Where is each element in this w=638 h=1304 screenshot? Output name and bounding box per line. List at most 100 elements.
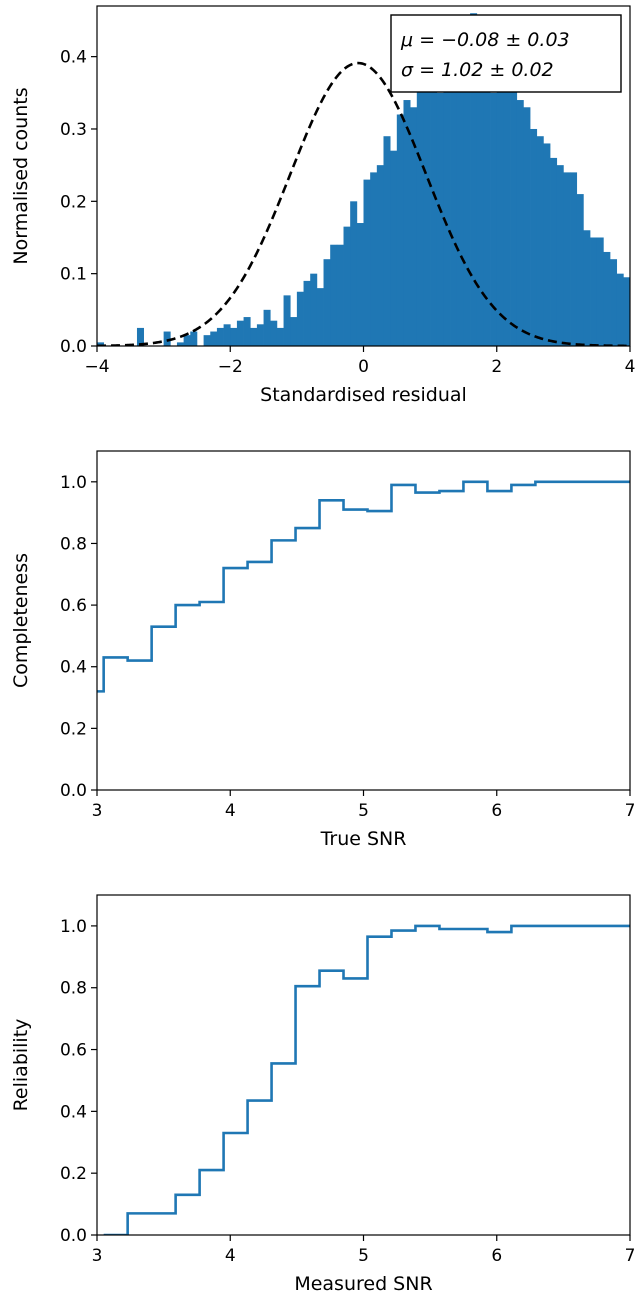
histogram-bar (630, 288, 637, 346)
histogram-bar (336, 244, 344, 346)
histogram-bar (430, 20, 438, 346)
x-tick-label: 5 (358, 1246, 369, 1266)
histogram-bar (163, 331, 171, 346)
histogram-bar (310, 273, 318, 346)
histogram-bar (230, 327, 238, 346)
x-tick-label: 0 (358, 357, 369, 377)
x-tick-label: −4 (84, 357, 109, 377)
histogram-bar (623, 277, 630, 346)
histogram-bar (390, 150, 398, 346)
histogram-bar (323, 259, 331, 346)
histogram-bar (523, 107, 531, 346)
histogram-bar (516, 100, 524, 346)
y-axis-label: Completeness (10, 553, 32, 688)
histogram-bar (236, 320, 244, 346)
x-tick-label: 3 (92, 801, 103, 821)
y-tick-label: 0.3 (60, 120, 87, 140)
x-tick-label: −2 (218, 357, 243, 377)
y-axis-label: Normalised counts (10, 87, 32, 264)
legend-text: σ = 1.02 ± 0.02 (401, 59, 554, 81)
y-tick-label: 0.8 (60, 534, 87, 554)
histogram-bar (210, 331, 218, 346)
y-tick-label: 0.8 (60, 979, 87, 999)
x-tick-label: 4 (225, 1246, 236, 1266)
histogram-bar (530, 128, 538, 346)
y-tick-label: 0.6 (60, 1041, 87, 1061)
histogram-bar (410, 107, 418, 346)
histogram-bar (563, 172, 571, 346)
histogram-bar (303, 280, 311, 346)
histogram-bar (616, 273, 624, 346)
histogram-bar (550, 157, 558, 346)
histogram-bar (370, 172, 378, 346)
histogram-bar (363, 179, 371, 346)
chart-panel-2: 3 4 5 6 7 0.0 0.2 0.4 0.6 0.8 1.0 True SNR Completen… (10, 450, 636, 850)
histogram-bar (356, 223, 364, 346)
histogram-bar (316, 288, 324, 346)
histogram-bar (536, 136, 544, 346)
chart-panel-3: 3 4 5 6 7 0.0 0.2 0.4 0.6 0.8 1.0 Measured SNR Relia… (10, 894, 635, 1295)
histogram-bar (436, 92, 444, 346)
x-tick-label: 2 (491, 357, 502, 377)
x-axis-label: Standardised residual (260, 384, 467, 406)
plot-area (97, 13, 637, 346)
x-tick-label: 4 (225, 801, 236, 821)
series-step-line (103, 924, 630, 1235)
y-tick-label: 0.2 (60, 1164, 87, 1184)
histogram-bar (396, 114, 404, 346)
histogram-bar (403, 100, 411, 346)
histogram-bar (590, 237, 598, 346)
histogram-bar (423, 85, 431, 346)
x-tick-label: 7 (625, 801, 636, 821)
y-tick-label: 0.0 (60, 1226, 87, 1246)
series-step-line (97, 480, 630, 693)
histogram-bar (97, 342, 105, 346)
histogram-bar (183, 335, 191, 346)
histogram-bar (290, 317, 298, 346)
histogram-bar (330, 244, 338, 346)
plot-area (103, 924, 630, 1235)
histogram-bar (496, 42, 504, 346)
histogram-bar (276, 327, 284, 346)
histogram-bar (223, 324, 231, 346)
histogram-bar (243, 317, 251, 346)
histogram-bar (176, 342, 184, 346)
histogram-bar (450, 34, 458, 346)
histogram-bar (383, 136, 391, 346)
y-tick-label: 1.0 (60, 473, 87, 493)
axes-frame (96, 450, 631, 791)
histogram-bar (416, 71, 424, 346)
y-tick-label: 0.2 (60, 719, 87, 739)
histogram-bar (216, 327, 224, 346)
x-tick-label: 5 (358, 801, 369, 821)
histogram-bar (190, 331, 198, 346)
x-tick-label: 4 (625, 357, 636, 377)
histogram-bar (350, 201, 358, 346)
histogram-bar (283, 295, 291, 346)
histogram-bar (296, 291, 304, 346)
legend-text: μ = −0.08 ± 0.03 (400, 29, 570, 51)
gaussian-fit-line (97, 61, 630, 346)
legend-box (390, 14, 622, 93)
x-tick-label: 3 (92, 1246, 103, 1266)
histogram-bar (250, 327, 258, 346)
y-tick-label: 0.1 (60, 265, 87, 285)
y-tick-label: 0.4 (60, 1102, 87, 1122)
y-tick-label: 0.2 (60, 192, 87, 212)
histogram-bar (510, 78, 518, 346)
y-tick-label: 0.4 (60, 48, 87, 68)
y-tick-label: 1.0 (60, 917, 87, 937)
histogram-bar (570, 172, 578, 346)
histogram-bar (503, 56, 511, 346)
histogram-bar (583, 230, 591, 346)
histogram-bar (483, 85, 491, 346)
histogram-bar (256, 324, 264, 346)
x-tick-label: 6 (491, 801, 502, 821)
histogram-bar (456, 63, 464, 346)
plot-area (97, 480, 630, 693)
y-tick-label: 0.4 (60, 658, 87, 678)
histogram-bar (136, 327, 144, 346)
x-axis-label: True SNR (320, 828, 407, 850)
histogram-bar (556, 165, 564, 346)
histogram-bar (443, 42, 451, 346)
